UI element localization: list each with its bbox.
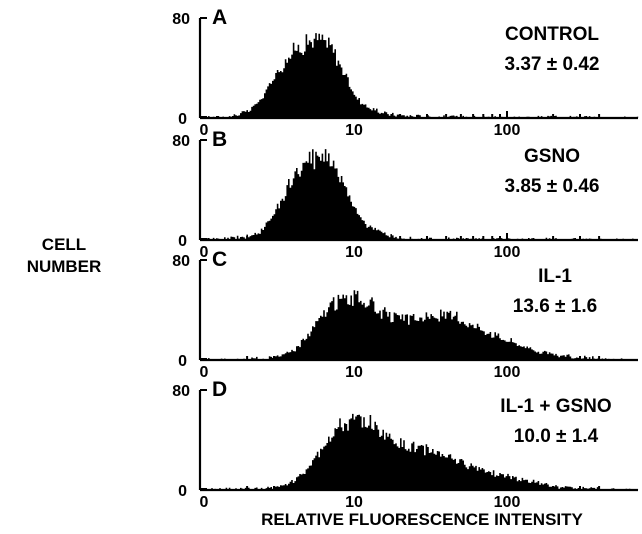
x-tick-label-10: 10 — [345, 244, 363, 261]
condition-name-d: IL-1 + GSNO — [500, 396, 611, 417]
y-tick-label-80: 80 — [172, 133, 190, 150]
condition-name-c: IL-1 — [538, 266, 572, 287]
x-tick-label-10: 10 — [345, 122, 363, 139]
histogram-a — [200, 33, 638, 118]
y-axis-title-line-1: CELL — [42, 235, 86, 254]
y-tick-label-80: 80 — [172, 383, 190, 400]
x-tick-label-100: 100 — [494, 122, 521, 139]
condition-value-a: 3.37 ± 0.42 — [505, 54, 600, 75]
x-tick-label-10: 10 — [345, 494, 363, 511]
panel-c: 80 00 10 100 C IL-1 13.6 ± 1.6 — [172, 248, 638, 381]
condition-name-a: CONTROL — [505, 24, 599, 45]
x-tick-label-0: 0 — [200, 494, 209, 511]
x-tick-label-100: 100 — [494, 494, 521, 511]
y-tick-label-0: 0 — [178, 111, 187, 128]
panel-b: 80 00 10 100 B GSNO 3.85 ± 0.46 — [172, 128, 638, 261]
condition-value-b: 3.85 ± 0.46 — [505, 176, 600, 197]
x-tick-label-0: 0 — [200, 364, 209, 381]
x-tick-label-100: 100 — [494, 244, 521, 261]
panel-a: 80 00 10 100 A CONTROL 3.37 ± 0.42 — [172, 6, 638, 139]
panel-letter-b: B — [212, 128, 227, 151]
x-tick-label-100: 100 — [494, 364, 521, 381]
y-tick-label-0: 0 — [178, 353, 187, 370]
panel-letter-d: D — [212, 378, 227, 401]
y-tick-label-80: 80 — [172, 253, 190, 270]
y-tick-label-80: 80 — [172, 11, 190, 28]
y-tick-label-0: 0 — [178, 233, 187, 250]
condition-value-c: 13.6 ± 1.6 — [513, 296, 597, 317]
panel-letter-c: C — [212, 248, 227, 271]
condition-value-d: 10.0 ± 1.4 — [514, 426, 599, 447]
x-tick-label-0: 0 — [200, 122, 209, 139]
y-axis-title-line-2: NUMBER — [27, 257, 102, 276]
y-tick-label-0: 0 — [178, 483, 187, 500]
x-axis-title: RELATIVE FLUORESCENCE INTENSITY — [261, 510, 583, 529]
condition-name-b: GSNO — [524, 146, 580, 167]
panel-d: 80 00 10 100 D IL-1 + GSNO 10.0 ± 1.4 — [172, 378, 638, 511]
x-tick-label-10: 10 — [345, 364, 363, 381]
panel-letter-a: A — [212, 6, 227, 29]
x-tick-label-0: 0 — [200, 244, 209, 261]
